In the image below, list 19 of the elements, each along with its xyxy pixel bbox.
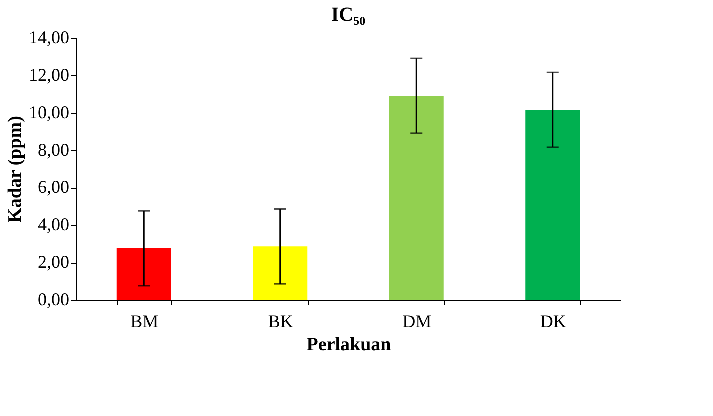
x-tick-label: BM [130,312,159,332]
x-axis-title: Perlakuan [306,334,392,356]
y-tick-label: 6,00 [38,177,70,198]
x-tick-label: DK [540,312,566,332]
y-tick-label: 8,00 [38,140,70,160]
y-tick-label: 12,00 [29,64,70,85]
y-tick-label: 14,00 [29,28,70,48]
bar [526,110,580,300]
x-tick-label: BK [268,312,294,332]
y-tick-label: 4,00 [38,214,70,235]
chart-title: IC₅₀ [331,4,366,26]
bar [116,248,172,300]
bar [389,96,444,300]
y-axis-title: Kadar (ppm) [5,116,26,223]
y-tick-label: 0,00 [38,290,70,310]
bar [253,246,308,300]
x-tick-label: DM [402,312,432,332]
y-tick-label: 10,00 [29,102,70,122]
y-tick-label: 2,00 [38,252,70,272]
